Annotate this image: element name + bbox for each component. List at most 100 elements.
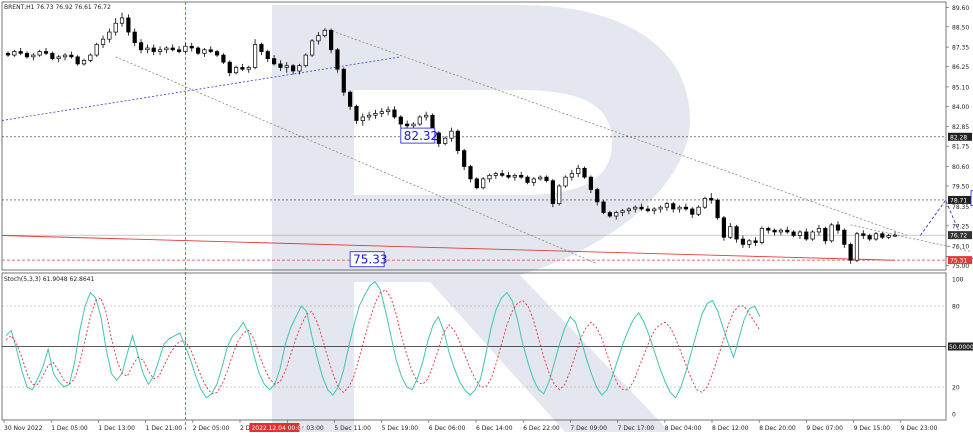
time-tick-label: 5 Dec 11:00	[334, 425, 371, 432]
candle-body	[221, 54, 226, 63]
candle-body	[94, 44, 99, 56]
candle-body	[348, 91, 353, 107]
candle-body	[550, 180, 555, 205]
candle-body	[531, 178, 536, 183]
time-axis: 30 Nov 2022 1 Dec 05:00 1 Dec 13:00 1 Dec 2…	[3, 420, 938, 432]
candle-body	[810, 231, 815, 240]
candle-body	[392, 109, 397, 118]
price-axis: 89.60 88.50 87.35 86.25 85.10 84.00 82.85 81.75…	[349, 5, 973, 270]
price-tick-label: 78.35	[952, 204, 969, 211]
annotation-box-1	[970, 190, 973, 207]
candle-body	[519, 175, 524, 178]
candle-body	[18, 51, 23, 54]
candle-body	[12, 51, 17, 56]
stoch-mid-tag	[948, 342, 973, 351]
candle-body	[405, 123, 410, 127]
level-tag-0-box	[948, 132, 972, 141]
candle-body	[341, 68, 346, 93]
candle-body	[5, 52, 11, 56]
cursor-time-box	[249, 423, 300, 432]
candle-body	[455, 130, 460, 151]
candle-body	[557, 185, 562, 205]
candle-body	[797, 231, 803, 236]
candle-body	[892, 234, 898, 237]
time-tick-label: 8 Dec 12:00	[712, 425, 749, 432]
symbol-header: BRENT,H1 76.73 76.92 76.61 76.72	[4, 4, 111, 11]
candle-body	[639, 206, 644, 210]
candle-body	[246, 67, 251, 70]
candle-body	[696, 206, 701, 215]
time-tick-label: 5 Dec 03:00	[287, 425, 324, 432]
candle-body	[252, 44, 258, 68]
candle-body	[607, 212, 612, 217]
candle-body	[633, 206, 638, 210]
annotation-text-0: 82.32	[404, 129, 438, 143]
candle-body	[664, 203, 669, 208]
candle-body	[88, 54, 93, 61]
candle-body	[75, 56, 80, 65]
candle-body	[873, 233, 879, 240]
candle-body	[728, 226, 733, 238]
candle-body	[62, 54, 68, 58]
candle-body	[544, 176, 549, 182]
candle-body	[176, 49, 182, 52]
candle-body	[759, 228, 765, 243]
candle-body	[379, 111, 384, 114]
price-tick-label: 88.50	[952, 24, 969, 31]
price-tick-label: 77.25	[952, 223, 969, 230]
candle-body	[367, 114, 372, 118]
annotation-box-0	[400, 127, 436, 144]
candle-body	[278, 63, 283, 68]
time-tick-label: 1 Dec 13:00	[98, 425, 135, 432]
time-tick-label: 9 Dec 07:00	[806, 425, 843, 432]
channel-upper	[324, 28, 908, 236]
candle-body	[715, 199, 720, 219]
candle-body	[576, 167, 581, 174]
candle-body	[132, 31, 137, 44]
candle-body	[138, 42, 144, 51]
candle-body	[195, 47, 201, 54]
candle-body	[354, 106, 359, 121]
candle-body	[164, 47, 169, 51]
support-tag-text: 75.31	[950, 258, 967, 265]
price-tick-label: 80.60	[952, 164, 969, 171]
candle-body	[702, 198, 708, 208]
time-tick-label: 6 Dec 14:00	[476, 425, 513, 432]
price-tick-label: 76.10	[952, 244, 969, 251]
candle-body	[151, 47, 156, 52]
candle-body	[335, 49, 340, 70]
candle-body	[322, 29, 327, 36]
candle-body	[835, 224, 841, 231]
time-tick-label: 30 Nov 2022	[4, 425, 43, 432]
candle-body	[373, 113, 378, 116]
stoch-tick-label: 20	[952, 385, 960, 392]
time-tick-label: 1 Dec 05:00	[51, 425, 88, 432]
candle-body	[170, 47, 175, 51]
time-tick-label: 2 Dec 05:00	[193, 425, 230, 432]
candle-body	[709, 198, 714, 201]
candle-body	[436, 132, 441, 144]
candle-body	[848, 243, 853, 261]
price-tag-text: 76.72	[950, 233, 967, 240]
watermark-logo	[272, 5, 690, 432]
candle-body	[37, 51, 42, 56]
candle-body	[417, 116, 422, 125]
candle-body	[291, 65, 296, 72]
candle-body	[481, 178, 486, 189]
stoch-header: Stoch(5,3,3) 61.9048 62.8641	[4, 276, 95, 283]
candle-body	[69, 54, 74, 58]
candle-body	[569, 173, 574, 178]
watermark-shape	[272, 5, 690, 432]
price-tick-label: 85.10	[952, 84, 969, 91]
candle-body	[284, 65, 289, 68]
price-tick-label: 84.00	[952, 104, 969, 111]
candle-body	[316, 35, 321, 42]
candle-body	[785, 229, 790, 233]
stoch-tick-label: 50.0000	[949, 344, 973, 351]
level-tag-1-box	[948, 195, 972, 204]
candle-body	[56, 56, 61, 59]
candle-body	[880, 233, 885, 238]
stoch-signal-line	[5, 289, 761, 395]
candle-body	[189, 45, 194, 49]
